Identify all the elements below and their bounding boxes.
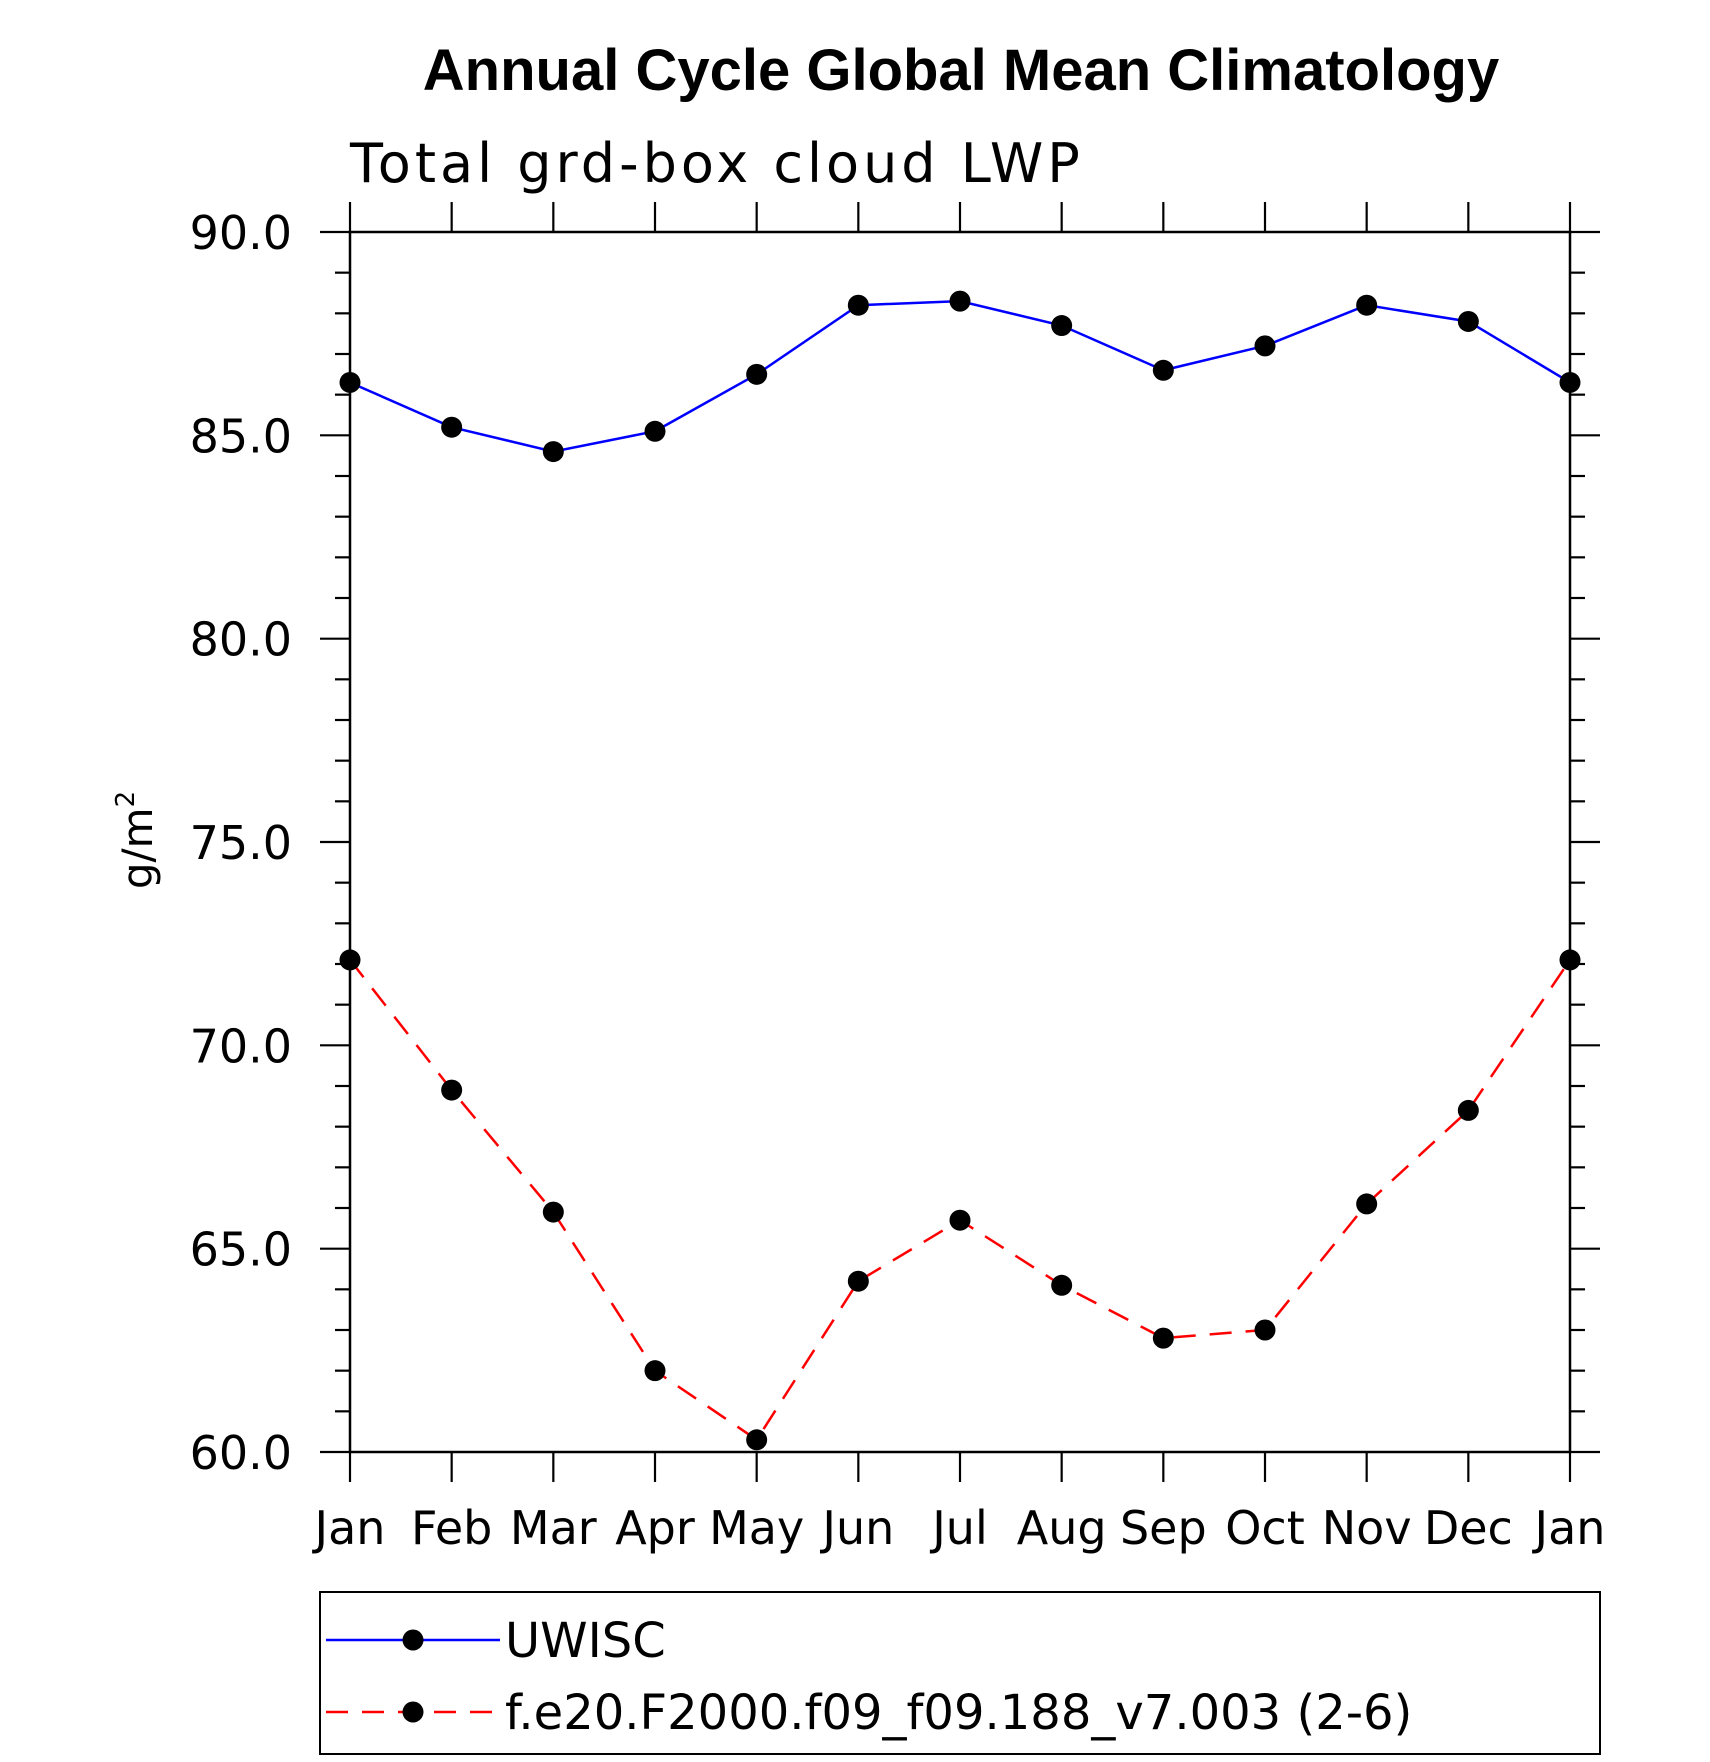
legend-marker-1 xyxy=(402,1629,424,1651)
x-tick-label: Jul xyxy=(929,1501,988,1555)
series-2-point xyxy=(1457,1099,1479,1121)
y-tick-label: 60.0 xyxy=(190,1426,292,1480)
x-tick-label: Aug xyxy=(1017,1501,1107,1555)
series-2-point xyxy=(1559,949,1581,971)
series-2-point xyxy=(847,1270,869,1292)
series-2-point xyxy=(949,1209,971,1231)
series-1-point xyxy=(1152,359,1174,381)
x-tick-label: Jan xyxy=(1532,1501,1606,1555)
series-2-point xyxy=(644,1360,666,1382)
series-1-point xyxy=(542,441,564,463)
series-layer xyxy=(339,290,1581,1451)
legend-marker-2 xyxy=(402,1701,424,1723)
x-tick-label: Jun xyxy=(819,1501,894,1555)
series-line-2 xyxy=(349,959,1572,1442)
series-2-point xyxy=(542,1201,564,1223)
legend-label-1: UWISC xyxy=(505,1613,666,1669)
plot-axes: 60.0 65.0 70.0 75.0 80.0 85.0 90.0 Jan Feb Mar Apr… xyxy=(190,202,1606,1555)
x-tick-label: Mar xyxy=(510,1501,597,1555)
x-tick-label: Dec xyxy=(1424,1501,1513,1555)
series-1-point xyxy=(441,416,463,438)
series-2-point xyxy=(1152,1327,1174,1349)
series-2-point xyxy=(1051,1274,1073,1296)
legend-box xyxy=(319,1591,1601,1755)
series-2-point xyxy=(746,1429,768,1451)
x-tick-label: May xyxy=(709,1501,804,1555)
series-2-point xyxy=(1356,1193,1378,1215)
legend: UWISC f.e20.F2000.f09_f09.188_v7.003 (2-6… xyxy=(319,1591,1601,1755)
y-tick-label: 85.0 xyxy=(190,409,292,463)
chart-title: Annual Cycle Global Mean Climatology xyxy=(423,38,1499,103)
plot-frame xyxy=(348,230,1572,1454)
y-axis-label: g/m2 xyxy=(111,791,162,889)
x-tick-label: Apr xyxy=(615,1501,695,1555)
y-tick-label: 65.0 xyxy=(190,1223,292,1277)
x-tick-label: Oct xyxy=(1225,1501,1305,1555)
y-axis-label-unit: g/m xyxy=(113,807,162,889)
series-2-point xyxy=(339,949,361,971)
x-tick-label: Jan xyxy=(312,1501,386,1555)
series-1-point xyxy=(746,363,768,385)
series-1-point xyxy=(949,290,971,312)
series-2-point xyxy=(1254,1319,1276,1341)
x-tick-label: Feb xyxy=(411,1501,492,1555)
series-2-point xyxy=(441,1079,463,1101)
y-tick-label: 80.0 xyxy=(190,613,292,667)
series-1-point xyxy=(339,371,361,393)
y-tick-label: 70.0 xyxy=(190,1019,292,1073)
series-1-point xyxy=(1051,315,1073,337)
y-axis-label-superscript: 2 xyxy=(111,791,141,808)
series-1-point xyxy=(1254,335,1276,357)
series-1-point xyxy=(847,294,869,316)
chart-subtitle: Total grd-box cloud LWP xyxy=(349,132,1084,195)
y-tick-label: 90.0 xyxy=(190,206,292,260)
legend-label-2: f.e20.F2000.f09_f09.188_v7.003 (2-6) xyxy=(505,1685,1412,1741)
x-tick-label: Sep xyxy=(1120,1501,1207,1555)
series-1-point xyxy=(1356,294,1378,316)
y-tick-label: 75.0 xyxy=(190,816,292,870)
series-1-point xyxy=(644,420,666,442)
series-line-1 xyxy=(349,299,1571,453)
series-1-point xyxy=(1457,310,1479,332)
series-1-point xyxy=(1559,371,1581,393)
x-tick-label: Nov xyxy=(1322,1501,1412,1555)
